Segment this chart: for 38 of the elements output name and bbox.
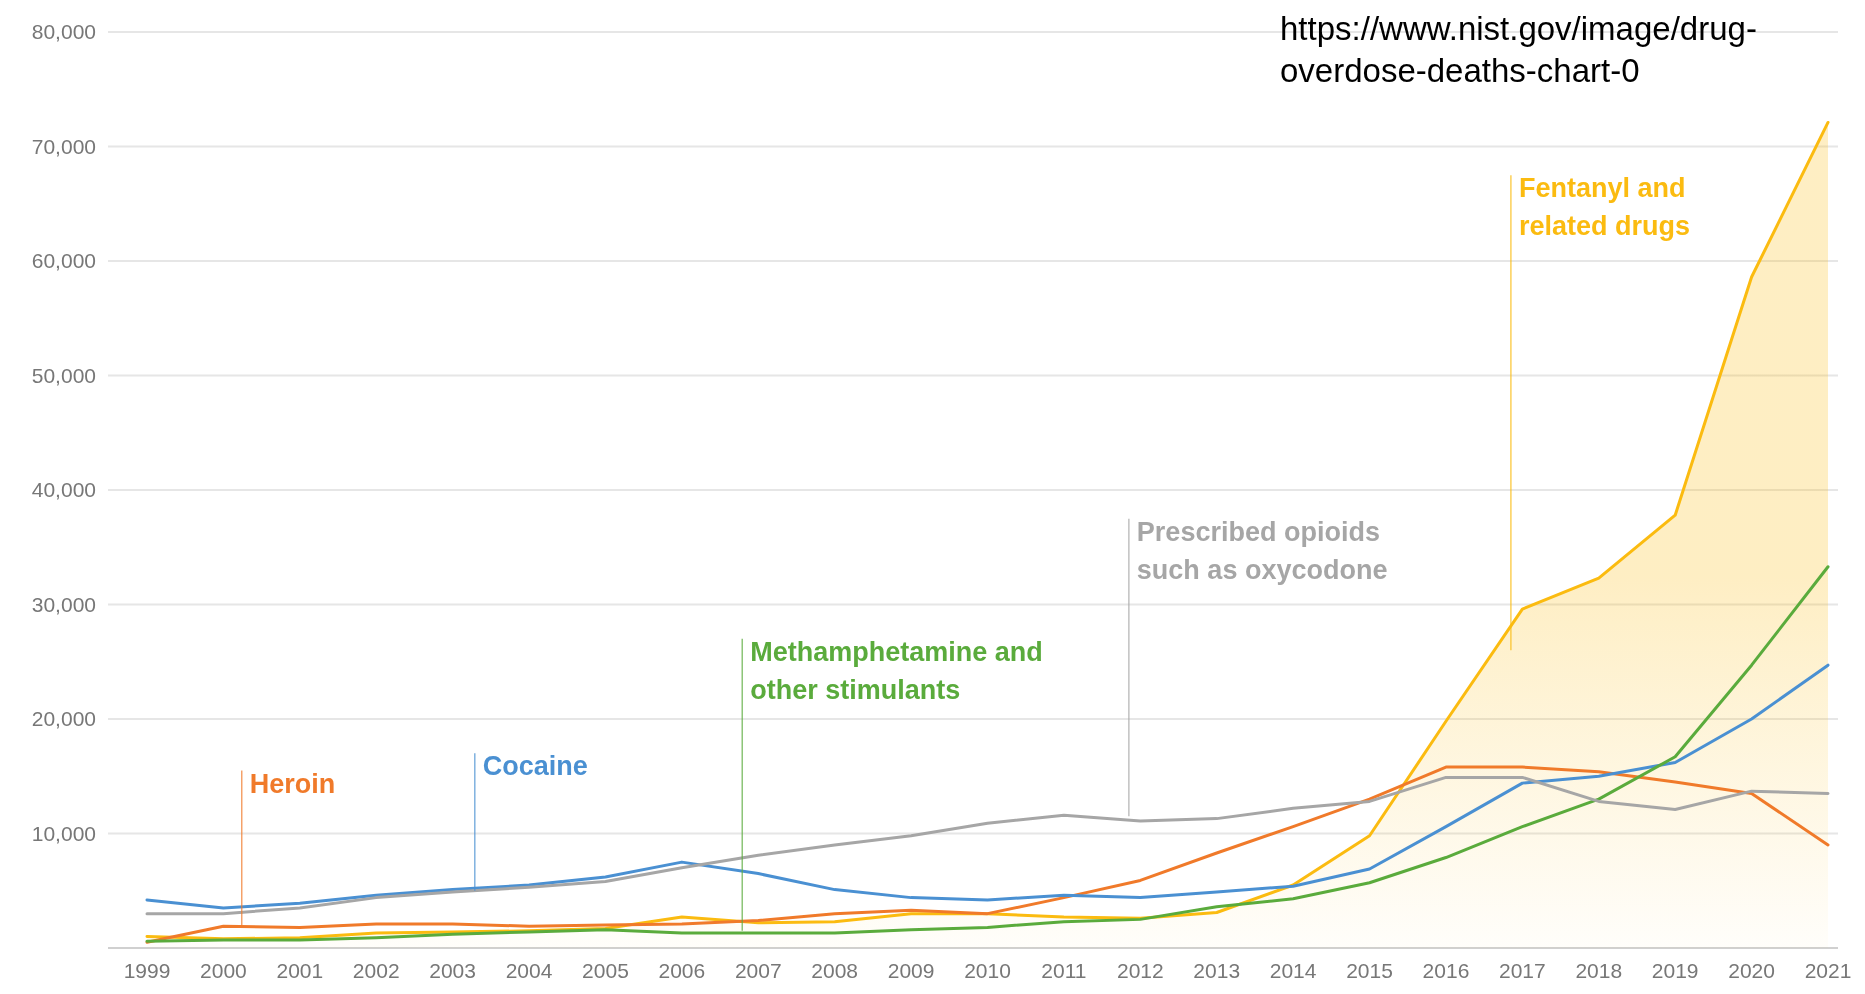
text: Cocaine <box>482 751 588 782</box>
x-tick-label: 2021 <box>1804 959 1852 982</box>
x-tick-label: 2017 <box>1499 959 1546 982</box>
y-tick-label: 50,000 <box>31 363 96 387</box>
x-tick-label: 2009 <box>887 959 935 982</box>
y-tick-label: 40,000 <box>31 478 96 502</box>
x-tick-label: 2004 <box>505 959 553 982</box>
text: Prescribed opioids such as oxycodone <box>1136 516 1388 585</box>
x-tick-label: 2000 <box>200 959 247 982</box>
x-tick-label: 2006 <box>658 959 706 982</box>
x-tick-label: 2008 <box>811 959 859 982</box>
x-tick-label: 2016 <box>1422 959 1470 982</box>
y-tick-label: 70,000 <box>31 134 96 158</box>
x-tick-label: 2002 <box>352 959 400 982</box>
y-tick-label: 60,000 <box>31 249 96 273</box>
line-series <box>145 775 1830 916</box>
text: Methamphetamine and other stimulants <box>750 636 1043 705</box>
annotation: https://www.nist.gov/image/drug-overdose-deaths-chart-0 <box>1280 10 1757 89</box>
x-tick-label: 2014 <box>1269 959 1317 982</box>
y-tick-label: 20,000 <box>31 707 96 731</box>
y-tick-label: 30,000 <box>31 592 96 616</box>
x-tick-label: 2012 <box>1116 959 1164 982</box>
x-tick-label: 2005 <box>582 959 629 982</box>
x-tick-label: 2010 <box>964 959 1011 982</box>
text: Heroin <box>249 768 336 799</box>
x-tick-label: 2003 <box>429 959 476 982</box>
x-tick-label: 2007 <box>734 959 782 982</box>
y-tick-label: 80,000 <box>31 20 96 44</box>
x-tick-label: 2020 <box>1728 959 1775 982</box>
x-tick-label: 2018 <box>1575 959 1623 982</box>
y-tick-label: 10,000 <box>31 821 96 845</box>
text: Fentanyl and related drugs <box>1518 173 1690 242</box>
x-tick-label: 2011 <box>1041 959 1087 982</box>
x-tick-label: 1999 <box>123 959 171 982</box>
x-tick-label: 2013 <box>1193 959 1241 982</box>
x-tick-label: 2001 <box>276 959 324 982</box>
x-tick-label: 2019 <box>1651 959 1699 982</box>
x-tick-label: 2015 <box>1346 959 1393 982</box>
